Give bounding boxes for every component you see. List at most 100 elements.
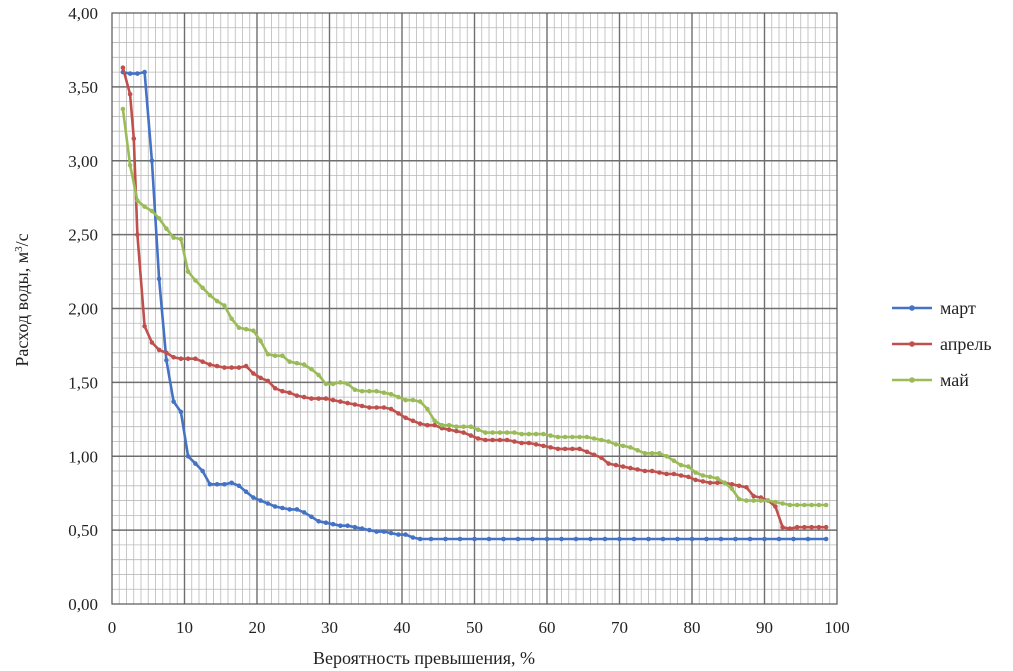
data-point-0: [265, 501, 271, 506]
data-point-2: [555, 434, 561, 440]
data-point-1: [265, 378, 271, 384]
data-point-2: [816, 502, 822, 508]
data-point-1: [570, 446, 575, 452]
data-point-1: [519, 440, 524, 446]
data-point-2: [649, 451, 655, 456]
x-tick-label: 30: [321, 618, 338, 637]
data-point-1: [131, 136, 137, 141]
major-gridlines: [112, 13, 837, 604]
data-point-2: [541, 431, 546, 437]
data-point-0: [185, 454, 191, 459]
data-point-1: [374, 405, 379, 410]
x-tick-label: 10: [176, 618, 193, 637]
data-point-2: [700, 473, 706, 478]
data-point-2: [330, 381, 336, 387]
data-point-1: [773, 504, 778, 509]
data-point-1: [388, 406, 394, 412]
data-point-1: [207, 362, 213, 367]
data-point-1: [715, 480, 720, 486]
y-tick-label: 0,00: [68, 595, 98, 614]
x-tick-label: 70: [611, 618, 628, 637]
data-point-1: [359, 403, 365, 409]
data-point-2: [446, 422, 452, 428]
data-point-0: [229, 480, 234, 486]
data-point-0: [472, 536, 477, 542]
data-point-2: [628, 445, 633, 450]
y-tick-label: 1,50: [68, 373, 98, 392]
data-point-1: [120, 65, 126, 70]
x-axis-tick-labels: 0 10 20 30 40 50 60 70 80 90 100: [108, 618, 850, 637]
data-point-2: [156, 216, 162, 221]
data-point-2: [454, 424, 459, 430]
data-point-2: [338, 380, 343, 385]
data-point-0: [207, 482, 213, 487]
data-point-1: [584, 449, 590, 455]
data-point-1: [787, 526, 793, 531]
x-tick-label: 0: [108, 618, 117, 637]
series-1: [120, 65, 829, 531]
data-point-0: [200, 468, 205, 474]
data-point-1: [251, 371, 256, 376]
data-point-0: [258, 498, 263, 503]
data-point-2: [758, 498, 764, 503]
data-point-2: [352, 387, 358, 393]
data-point-1: [330, 397, 336, 403]
data-point-0: [515, 536, 521, 542]
data-point-1: [280, 388, 285, 394]
data-point-2: [512, 430, 517, 435]
data-point-2: [475, 427, 481, 433]
x-tick-label: 90: [756, 618, 773, 637]
data-point-1: [367, 405, 372, 410]
data-point-1: [417, 421, 423, 427]
legend-marker-aprel: [909, 341, 915, 347]
data-point-2: [309, 366, 314, 372]
data-point-1: [628, 465, 633, 471]
data-point-0: [330, 521, 336, 527]
data-point-2: [200, 285, 205, 291]
data-point-2: [570, 434, 575, 440]
data-point-0: [791, 536, 796, 542]
data-point-1: [802, 524, 807, 530]
data-point-1: [635, 467, 640, 472]
data-point-2: [780, 501, 785, 506]
data-point-0: [135, 71, 140, 76]
y-tick-label: 4,00: [68, 4, 98, 23]
data-point-1: [214, 363, 220, 369]
data-point-0: [718, 536, 724, 542]
data-point-0: [127, 71, 133, 76]
data-point-2: [432, 418, 437, 424]
data-point-1: [243, 363, 249, 369]
data-point-1: [461, 430, 466, 435]
data-point-2: [164, 226, 169, 231]
y-tick-label: 0,50: [68, 521, 98, 540]
data-point-1: [403, 415, 408, 421]
data-point-1: [352, 402, 358, 407]
data-point-1: [700, 479, 706, 484]
data-point-1: [316, 396, 321, 401]
data-point-1: [780, 524, 785, 530]
data-point-2: [707, 474, 713, 480]
data-point-0: [280, 505, 285, 511]
data-point-1: [613, 462, 619, 468]
data-point-1: [649, 468, 655, 474]
data-point-1: [229, 365, 234, 370]
data-point-1: [396, 411, 401, 416]
data-point-0: [178, 409, 184, 415]
data-point-2: [265, 352, 271, 357]
data-point-0: [530, 536, 535, 542]
data-point-1: [599, 455, 604, 461]
data-point-1: [686, 474, 691, 480]
data-point-2: [127, 162, 133, 168]
data-point-0: [675, 536, 680, 542]
data-point-2: [635, 448, 640, 453]
data-point-1: [454, 428, 459, 434]
data-point-2: [606, 439, 611, 444]
data-point-0: [287, 507, 292, 512]
data-point-0: [631, 536, 637, 542]
data-point-1: [178, 356, 184, 362]
data-point-1: [504, 437, 510, 443]
data-point-1: [526, 440, 532, 446]
data-point-2: [171, 235, 176, 240]
data-point-0: [359, 526, 365, 531]
